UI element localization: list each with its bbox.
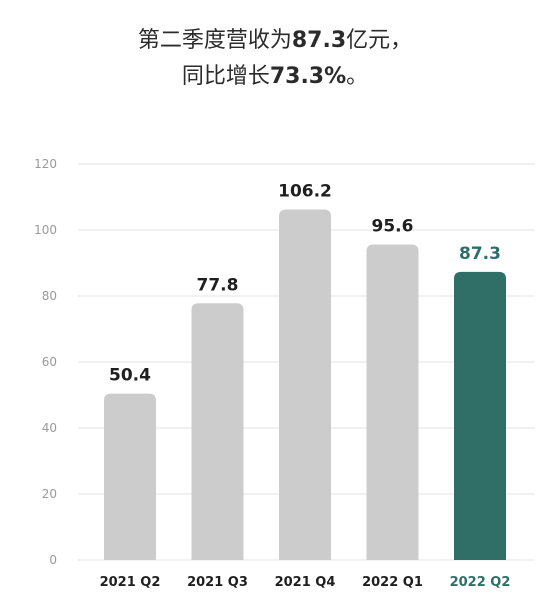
value-label-2022-Q1: 95.6 <box>372 217 414 237</box>
y-tick-label-20: 20 <box>42 487 57 501</box>
headline-revenue-value: 87.3 <box>291 28 347 53</box>
value-labels: 50.4 77.8 106.2 95.6 87.3 <box>109 182 501 386</box>
y-tick-label-80: 80 <box>42 289 57 303</box>
y-tick-label-0: 0 <box>49 553 57 567</box>
headline-line-2-prefix: 同比增长 <box>181 64 270 89</box>
x-tick-label-2021-Q3: 2021 Q3 <box>187 575 248 590</box>
headline-growth-value: 73.3% <box>269 64 347 89</box>
bar-2022-Q1 <box>366 244 419 560</box>
headline-line-2-suffix: 。 <box>346 64 369 89</box>
x-tick-label-2022-Q1: 2022 Q1 <box>362 575 423 590</box>
x-tick-label-2021-Q2: 2021 Q2 <box>100 575 161 590</box>
y-axis-ticks: 0 20 40 60 80 100 120 <box>34 157 57 567</box>
value-label-2021-Q3: 77.8 <box>197 275 239 295</box>
headline-line-1: 第二季度营收为87.3亿元， <box>0 26 550 56</box>
y-tick-label-120: 120 <box>34 157 57 171</box>
bar-2022-Q2 <box>454 271 506 560</box>
y-tick-label-40: 40 <box>42 421 57 435</box>
y-tick-label-60: 60 <box>42 355 57 369</box>
headline-line-1-suffix: 亿元， <box>346 28 413 53</box>
headline-line-1-prefix: 第二季度营收为 <box>137 28 292 53</box>
y-tick-label-100: 100 <box>34 223 57 237</box>
value-label-2021-Q4: 106.2 <box>278 182 332 202</box>
bar-2021-Q2 <box>104 393 156 560</box>
bar-2021-Q3 <box>191 303 244 560</box>
value-label-2022-Q2: 87.3 <box>459 244 501 264</box>
bar-2021-Q4 <box>279 209 331 561</box>
x-tick-label-2021-Q4: 2021 Q4 <box>275 575 336 590</box>
value-label-2021-Q2: 50.4 <box>109 366 151 386</box>
x-axis-labels: 2021 Q2 2021 Q3 2021 Q4 2022 Q1 2022 Q2 <box>100 575 511 590</box>
headline-line-2: 同比增长73.3%。 <box>0 62 550 92</box>
x-tick-label-2022-Q2: 2022 Q2 <box>450 575 511 590</box>
bars <box>104 209 506 561</box>
